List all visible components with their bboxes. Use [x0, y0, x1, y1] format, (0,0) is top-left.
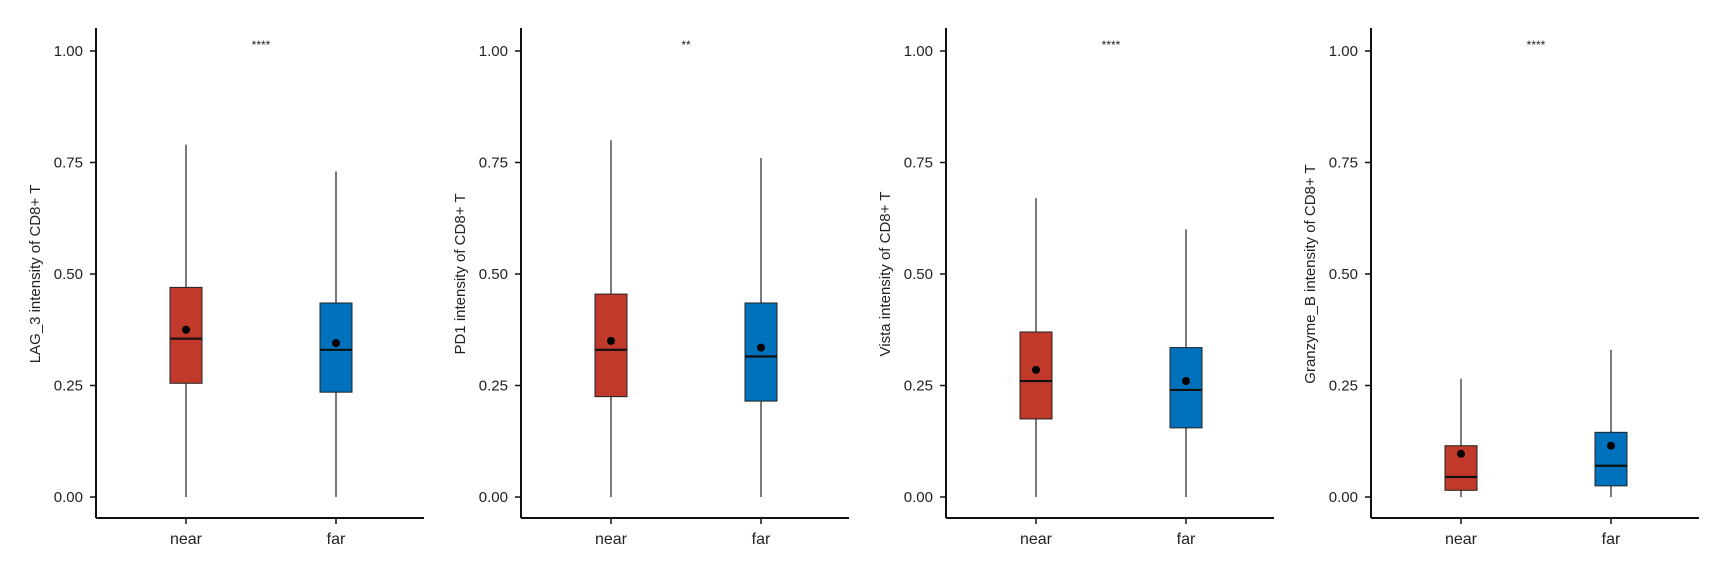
x-tick-label: near [170, 531, 203, 548]
y-tick-label: 0.75 [479, 155, 508, 172]
box-far [1594, 349, 1628, 497]
y-tick-label: 0.25 [479, 378, 508, 395]
box-body [1019, 331, 1053, 420]
box-body [319, 302, 353, 393]
y-axis-title: PD1 intensity of CD8+ T [452, 193, 469, 354]
y-axis-title: LAG_3 intensity of CD8+ T [27, 185, 44, 364]
mean-point [757, 343, 765, 352]
chart-panel-2: 0.00 0.25 0.50 0.75 1.00 PD1 intensity of CD8… [452, 28, 849, 548]
mean-point [182, 325, 190, 334]
y-tick-label: 0.25 [1329, 378, 1358, 395]
y-tick-label: 0.00 [479, 489, 508, 506]
box-near [1444, 378, 1478, 497]
chart-panel-3: 0.00 0.25 0.50 0.75 1.00 Vista intensity of C… [877, 28, 1274, 548]
y-tick-label: 1.00 [54, 43, 83, 60]
y-axis-title: Granzyme_B intensity of CD8+ T [1302, 164, 1319, 383]
y-tick-label: 0.75 [1329, 155, 1358, 172]
x-tick-label: far [1602, 531, 1621, 548]
y-tick-label: 0.75 [904, 155, 933, 172]
y-tick-label: 0.75 [54, 155, 83, 172]
x-tick-label: far [1177, 531, 1196, 548]
box-near [594, 140, 628, 497]
box-near [169, 144, 203, 497]
box-far [744, 158, 778, 497]
significance-label: **** [1102, 38, 1121, 52]
box-near [1019, 198, 1053, 497]
mean-point [332, 339, 340, 348]
y-axis-title: Vista intensity of CD8+ T [877, 192, 894, 357]
box-body [169, 286, 203, 384]
y-tick-label: 0.00 [54, 489, 83, 506]
y-tick-label: 1.00 [479, 43, 508, 60]
mean-point [1457, 449, 1465, 458]
x-tick-label: near [595, 531, 628, 548]
x-tick-label: near [1445, 531, 1478, 548]
chart-panel-1: 0.00 0.25 0.50 0.75 1.00 LAG_3 intensity of C… [27, 28, 424, 548]
box-body [744, 302, 778, 402]
mean-point [607, 336, 615, 345]
x-tick-label: far [752, 531, 771, 548]
y-tick-label: 0.25 [54, 378, 83, 395]
y-tick-label: 1.00 [1329, 43, 1358, 60]
box-far [1169, 229, 1203, 497]
x-tick-label: near [1020, 531, 1053, 548]
significance-label: **** [1527, 38, 1546, 52]
y-tick-label: 0.00 [904, 489, 933, 506]
mean-point [1182, 377, 1190, 386]
y-tick-label: 0.00 [1329, 489, 1358, 506]
y-tick-label: 0.25 [904, 378, 933, 395]
mean-point [1032, 365, 1040, 374]
mean-point [1607, 441, 1615, 450]
x-tick-label: far [327, 531, 346, 548]
significance-label: ** [681, 38, 691, 52]
box-far [319, 171, 353, 497]
box-body [1594, 431, 1628, 487]
box-body [594, 293, 628, 398]
y-tick-label: 0.50 [54, 266, 83, 283]
y-tick-label: 0.50 [479, 266, 508, 283]
box-body [1169, 347, 1203, 429]
y-tick-label: 0.50 [904, 266, 933, 283]
chart-panel-4: 0.00 0.25 0.50 0.75 1.00 Granzyme_B intensity… [1302, 28, 1699, 548]
y-tick-label: 1.00 [904, 43, 933, 60]
significance-label: **** [252, 38, 271, 52]
y-tick-label: 0.50 [1329, 266, 1358, 283]
